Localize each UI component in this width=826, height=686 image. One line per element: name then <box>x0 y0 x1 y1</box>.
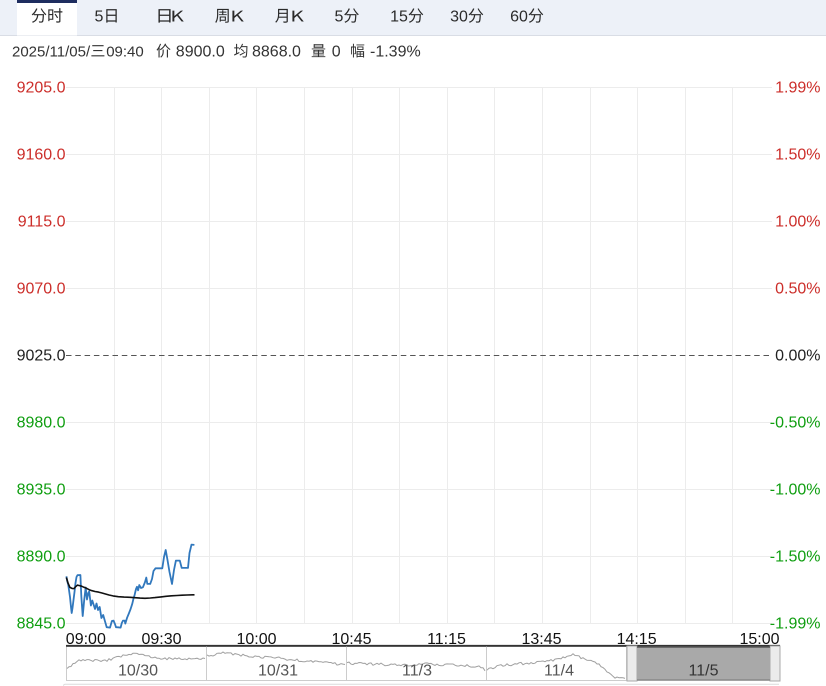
svg-text:8890.0: 8890.0 <box>17 549 66 566</box>
svg-text:-1.50%: -1.50% <box>770 549 821 566</box>
svg-text:1.00%: 1.00% <box>775 214 820 231</box>
svg-text:8845.0: 8845.0 <box>17 616 66 633</box>
svg-text:09:30: 09:30 <box>141 631 181 648</box>
svg-text:8980.0: 8980.0 <box>17 415 66 432</box>
svg-text:09:40: 09:40 <box>106 43 144 60</box>
svg-text:-1.39%: -1.39% <box>370 43 421 60</box>
svg-text:5: 5 <box>95 9 104 26</box>
svg-text:10:45: 10:45 <box>331 631 371 648</box>
svg-text:8900.0: 8900.0 <box>176 43 225 60</box>
svg-text:8868.0: 8868.0 <box>252 43 301 60</box>
svg-text:30: 30 <box>450 9 468 26</box>
svg-text:2025/11/05/: 2025/11/05/ <box>12 43 91 60</box>
svg-text:60: 60 <box>510 9 528 26</box>
svg-text:0.00%: 0.00% <box>775 348 820 365</box>
svg-text:10:00: 10:00 <box>236 631 276 648</box>
svg-text:14:15: 14:15 <box>617 631 657 648</box>
svg-text:1.99%: 1.99% <box>775 80 820 97</box>
svg-text:9115.0: 9115.0 <box>18 214 66 231</box>
svg-text:-0.50%: -0.50% <box>770 415 821 432</box>
svg-text:-1.99%: -1.99% <box>770 616 821 633</box>
svg-text:15:00: 15:00 <box>739 631 779 648</box>
svg-text:13:45: 13:45 <box>521 631 561 648</box>
svg-text:10/30: 10/30 <box>118 663 158 680</box>
svg-text:11/3: 11/3 <box>402 663 432 680</box>
svg-text:9070.0: 9070.0 <box>17 281 66 298</box>
svg-text:1.50%: 1.50% <box>775 147 820 164</box>
svg-text:9160.0: 9160.0 <box>17 147 66 164</box>
svg-text:9205.0: 9205.0 <box>17 80 66 97</box>
svg-text:11/4: 11/4 <box>544 663 574 680</box>
svg-text:11/5: 11/5 <box>689 663 719 680</box>
svg-text:0.50%: 0.50% <box>775 281 820 298</box>
svg-text:-1.00%: -1.00% <box>770 482 821 499</box>
svg-text:11:15: 11:15 <box>427 631 466 648</box>
svg-text:8935.0: 8935.0 <box>17 482 66 499</box>
svg-text:9025.0: 9025.0 <box>17 348 66 365</box>
svg-text:0: 0 <box>332 43 341 60</box>
svg-text:15: 15 <box>390 9 408 26</box>
svg-text:09:00: 09:00 <box>66 631 106 648</box>
svg-text:5: 5 <box>335 9 344 26</box>
svg-text:10/31: 10/31 <box>258 663 298 680</box>
